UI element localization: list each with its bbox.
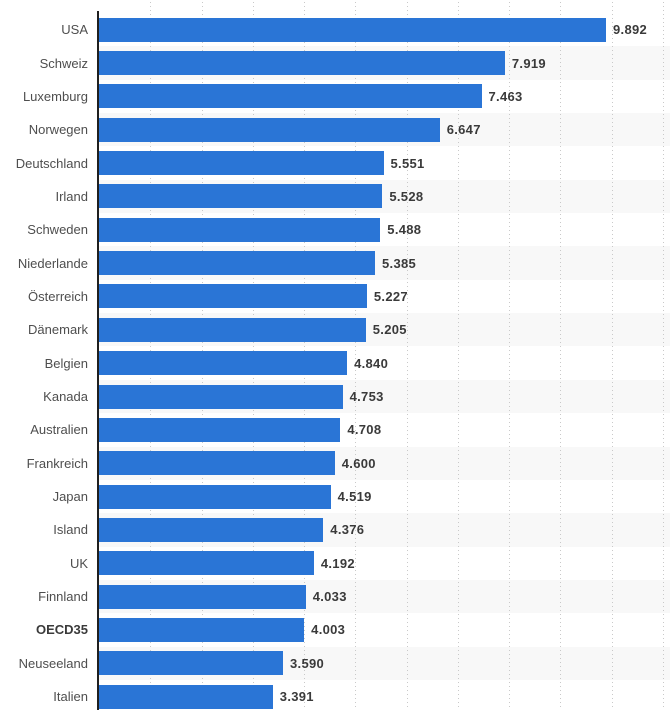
value-label: 6.647 — [446, 122, 481, 138]
chart-row: Finnland 4.033 — [0, 580, 670, 613]
chart-row: Neuseeland 3.590 — [0, 647, 670, 680]
value-label: 7.919 — [511, 55, 546, 71]
value-label: 5.551 — [390, 155, 425, 171]
value-label: 5.528 — [389, 188, 424, 204]
chart-row: Schweden 5.488 — [0, 213, 670, 246]
bar[interactable] — [99, 417, 341, 442]
value-label: 5.385 — [382, 255, 417, 271]
value-label: 5.205 — [372, 322, 407, 338]
chart-row: Deutschland 5.551 — [0, 146, 670, 179]
category-label: OECD35 — [35, 622, 88, 638]
value-label: 5.488 — [387, 222, 422, 238]
chart-row: USA 9.892 — [0, 13, 670, 46]
bar[interactable] — [99, 584, 306, 609]
value-label: 4.033 — [312, 589, 347, 605]
gridline — [457, 2, 459, 710]
gridline — [611, 2, 613, 710]
chart-row: Luxemburg 7.463 — [0, 80, 670, 113]
bar[interactable] — [99, 484, 331, 509]
bar[interactable] — [99, 51, 505, 76]
chart-row: Italien 3.391 — [0, 680, 670, 710]
category-label: Finnland — [38, 589, 88, 605]
bar[interactable] — [99, 384, 343, 409]
value-label: 9.892 — [613, 22, 648, 38]
bar[interactable] — [99, 284, 367, 309]
value-label: 3.590 — [290, 655, 325, 671]
category-label: Deutschland — [15, 155, 88, 171]
chart-row: Norwegen 6.647 — [0, 113, 670, 146]
bar[interactable] — [99, 617, 305, 642]
value-label: 4.840 — [354, 355, 389, 371]
bar[interactable] — [99, 651, 283, 676]
value-label: 4.376 — [330, 522, 365, 538]
bar[interactable] — [99, 117, 440, 142]
category-label: Neuseeland — [18, 655, 88, 671]
category-label: Italien — [53, 689, 88, 705]
value-label: 3.391 — [279, 689, 314, 705]
category-label: Dänemark — [28, 322, 88, 338]
bar[interactable] — [99, 551, 314, 576]
bar[interactable] — [99, 451, 335, 476]
value-label: 4.708 — [347, 422, 382, 438]
category-label: Irland — [55, 188, 88, 204]
bar[interactable] — [99, 517, 324, 542]
category-label: Kanada — [43, 389, 88, 405]
category-label: Island — [53, 522, 88, 538]
value-label: 7.463 — [488, 88, 523, 104]
chart-row: Niederlande 5.385 — [0, 246, 670, 279]
bar[interactable] — [99, 317, 366, 342]
chart-row: Japan 4.519 — [0, 480, 670, 513]
chart-row: Österreich 5.227 — [0, 280, 670, 313]
category-label: Japan — [52, 489, 88, 505]
chart-row: OECD35 4.003 — [0, 613, 670, 646]
category-label: Niederlande — [17, 255, 88, 271]
chart-row: Australien 4.708 — [0, 413, 670, 446]
value-label: 5.227 — [373, 288, 408, 304]
category-label: Australien — [30, 422, 88, 438]
bar[interactable] — [99, 351, 348, 376]
value-label: 4.003 — [311, 622, 346, 638]
gridline — [662, 2, 664, 710]
category-label: USA — [61, 22, 88, 38]
value-label: 4.519 — [337, 489, 372, 505]
chart-row: Belgien 4.840 — [0, 347, 670, 380]
bar[interactable] — [99, 684, 273, 709]
gridline — [509, 2, 511, 710]
category-label: Schweden — [27, 222, 88, 238]
gridline — [355, 2, 357, 710]
chart-row: Kanada 4.753 — [0, 380, 670, 413]
bar[interactable] — [99, 84, 482, 109]
gridline — [406, 2, 408, 710]
value-label: 4.600 — [341, 455, 376, 471]
value-label: 4.753 — [349, 389, 384, 405]
category-label: Frankreich — [26, 455, 88, 471]
chart-row: Island 4.376 — [0, 513, 670, 546]
category-label: Österreich — [28, 288, 88, 304]
category-label: Belgien — [44, 355, 88, 371]
chart-row: UK 4.192 — [0, 547, 670, 580]
value-label: 4.192 — [320, 555, 355, 571]
category-label: Schweiz — [39, 55, 88, 71]
chart-row: Dänemark 5.205 — [0, 313, 670, 346]
bar[interactable] — [99, 217, 381, 242]
chart-row: Frankreich 4.600 — [0, 447, 670, 480]
category-label: Luxemburg — [22, 88, 88, 104]
bar[interactable] — [99, 151, 384, 176]
chart-row: Schweiz 7.919 — [0, 46, 670, 79]
category-label: UK — [69, 555, 88, 571]
gridline — [560, 2, 562, 710]
bar[interactable] — [99, 184, 383, 209]
y-axis-line — [97, 11, 99, 710]
bar[interactable] — [99, 251, 376, 276]
bar[interactable] — [99, 17, 607, 42]
category-label: Norwegen — [28, 122, 88, 138]
chart-row: Irland 5.528 — [0, 180, 670, 213]
